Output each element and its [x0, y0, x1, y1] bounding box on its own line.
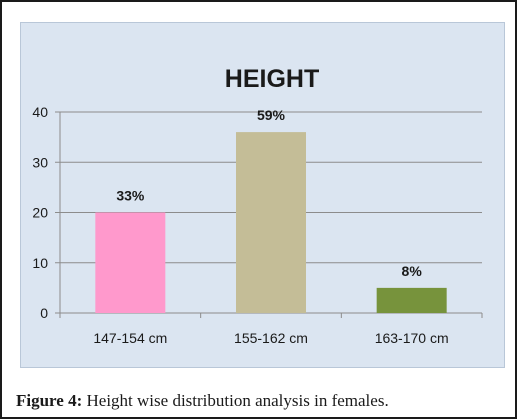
y-tick-label: 10 — [32, 255, 48, 271]
bar-chart: HEIGHT 33% 59% 8% 0 10 20 30 40 147-154 cm 155-… — [32, 65, 483, 346]
x-tick-label: 147-154 cm — [93, 330, 167, 346]
bars — [95, 132, 447, 313]
chart-title: HEIGHT — [225, 65, 319, 93]
caption-text: Height wise distribution analysis in fem… — [86, 391, 389, 410]
data-label: 8% — [402, 263, 423, 279]
x-axis-ticks: 147-154 cm 155-162 cm 163-170 cm — [59, 313, 483, 346]
x-tick-label: 155-162 cm — [234, 330, 308, 346]
figure-caption: Figure 4: Height wise distribution analy… — [16, 391, 511, 411]
data-label: 33% — [116, 188, 145, 204]
y-tick-label: 20 — [32, 205, 48, 221]
y-tick-label: 40 — [32, 104, 48, 120]
bar-1 — [95, 212, 166, 313]
x-tick-label: 163-170 cm — [375, 330, 449, 346]
y-tick-label: 30 — [32, 154, 48, 170]
data-labels: 33% 59% 8% — [116, 107, 422, 279]
data-label: 59% — [257, 107, 286, 123]
bar-3 — [376, 287, 447, 313]
y-tick-label: 0 — [40, 305, 48, 321]
bar-2 — [236, 132, 306, 313]
y-axis-ticks: 0 10 20 30 40 — [32, 104, 60, 321]
caption-label: Figure 4: — [16, 391, 83, 410]
